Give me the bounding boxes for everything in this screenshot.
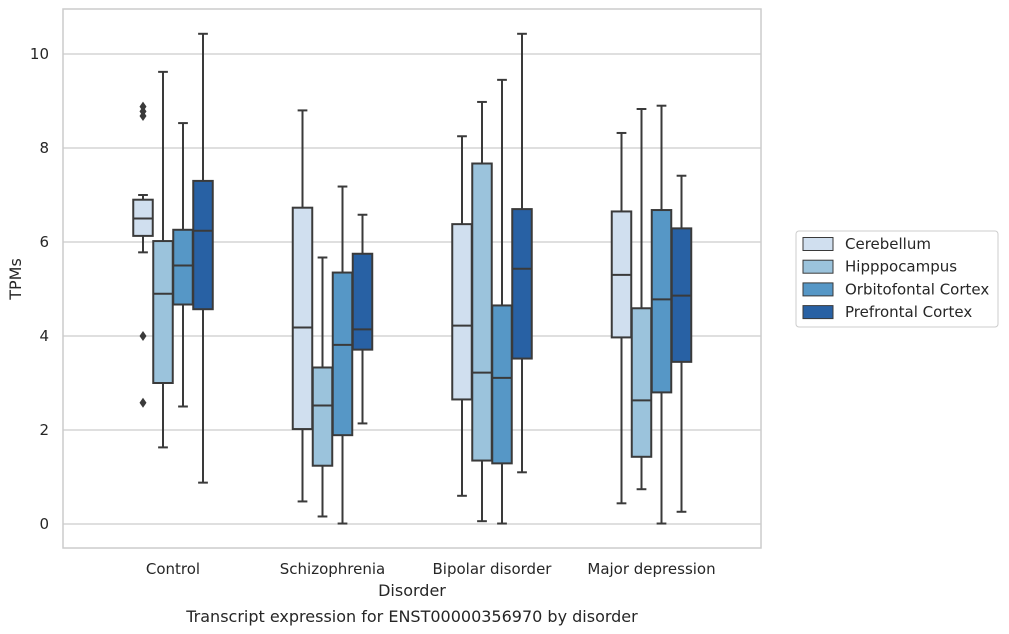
legend-label: Prefrontal Cortex — [845, 303, 972, 321]
legend-swatch — [802, 305, 834, 320]
legend-swatch — [802, 259, 834, 274]
x-tick-label: Bipolar disorder — [433, 560, 553, 578]
box-iqr — [331, 271, 354, 437]
box-iqr — [491, 304, 513, 465]
y-tick-label: 0 — [39, 515, 49, 533]
y-axis-label: TPMs — [6, 258, 25, 301]
legend-swatch — [802, 282, 834, 297]
box-iqr — [311, 366, 334, 467]
y-tick-label: 4 — [39, 327, 49, 345]
y-tick-label: 10 — [30, 45, 49, 63]
legend-frame — [795, 230, 999, 328]
y-tick-label: 8 — [39, 139, 49, 157]
box-series — [132, 32, 693, 525]
legend: Cerebellum Hipppocampus Orbitofontal Corte… — [795, 230, 999, 328]
box-iqr — [172, 228, 194, 306]
box-iqr — [451, 223, 473, 401]
legend-label: Cerebellum — [845, 235, 931, 253]
chart-caption: Transcript expression for ENST0000035697… — [185, 607, 638, 626]
y-tick-label: 6 — [39, 233, 49, 251]
x-tick-label: Schizophrenia — [280, 560, 385, 578]
box-iqr — [192, 179, 214, 311]
outlier-point — [139, 397, 147, 408]
y-axis-ticks: 0 2 4 6 8 10 — [30, 45, 49, 533]
outlier-point — [139, 111, 147, 122]
box-iqr — [351, 252, 374, 351]
legend-label: Orbitofontal Cortex — [845, 280, 989, 298]
x-axis-label: Disorder — [378, 581, 446, 600]
legend-label: Hipppocampus — [845, 258, 957, 276]
legend-swatch — [802, 237, 834, 251]
box-iqr — [291, 206, 314, 431]
box-iqr — [511, 208, 533, 360]
box-iqr — [152, 240, 174, 384]
outlier-point — [139, 331, 147, 341]
x-axis-ticks: Control Schizophrenia Bipolar disorder Majo… — [146, 560, 716, 578]
box-iqr — [471, 162, 493, 462]
x-tick-label: Control — [146, 560, 200, 578]
box-iqr — [630, 307, 653, 458]
box-iqr — [650, 209, 673, 394]
x-tick-label: Major depression — [587, 560, 715, 578]
y-tick-label: 2 — [39, 421, 49, 439]
